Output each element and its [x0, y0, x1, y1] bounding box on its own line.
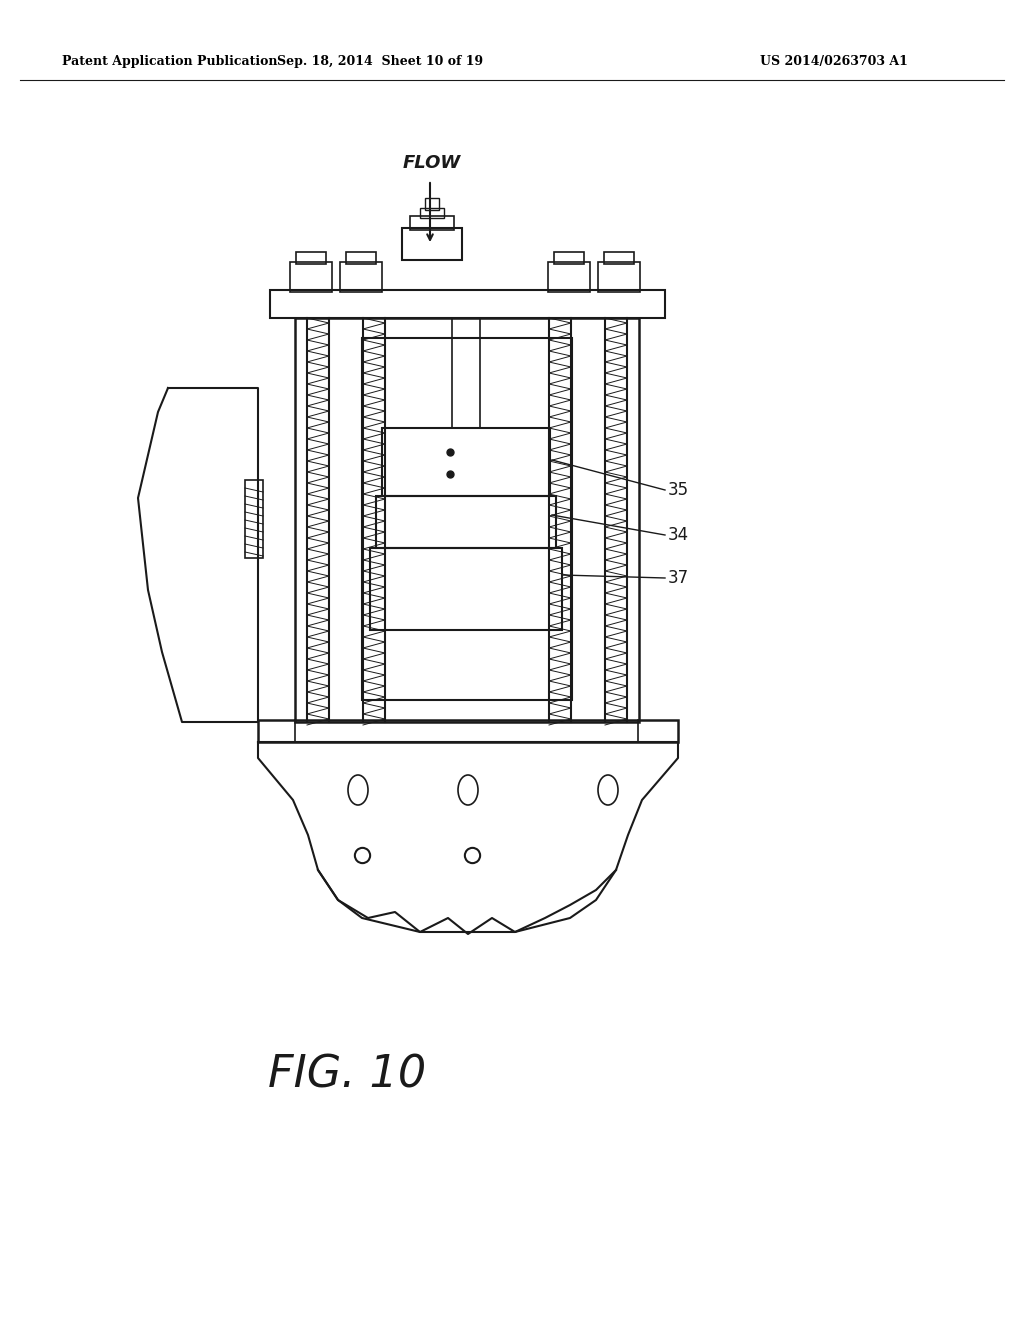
Bar — [554, 252, 584, 264]
Bar — [382, 428, 550, 496]
Text: US 2014/0263703 A1: US 2014/0263703 A1 — [760, 55, 908, 69]
Text: Patent Application Publication: Patent Application Publication — [62, 55, 278, 69]
Text: FIG. 10: FIG. 10 — [268, 1053, 426, 1097]
Bar — [376, 496, 556, 548]
Bar — [270, 290, 665, 318]
Bar — [290, 261, 332, 292]
Text: Sep. 18, 2014  Sheet 10 of 19: Sep. 18, 2014 Sheet 10 of 19 — [276, 55, 483, 69]
Bar — [425, 198, 439, 210]
Text: 35: 35 — [668, 480, 689, 499]
Bar — [420, 209, 444, 218]
Bar — [370, 548, 562, 630]
Bar — [604, 252, 634, 264]
Bar — [258, 719, 678, 742]
Text: FLOW: FLOW — [402, 154, 461, 172]
Bar — [402, 228, 462, 260]
Text: 34: 34 — [668, 525, 689, 544]
Text: 37: 37 — [668, 569, 689, 587]
Bar — [346, 252, 376, 264]
Bar — [410, 216, 454, 230]
Bar — [245, 480, 263, 558]
Bar — [295, 318, 639, 722]
Bar — [598, 261, 640, 292]
Bar — [548, 261, 590, 292]
Bar — [362, 338, 572, 700]
Bar — [296, 252, 326, 264]
Bar — [340, 261, 382, 292]
